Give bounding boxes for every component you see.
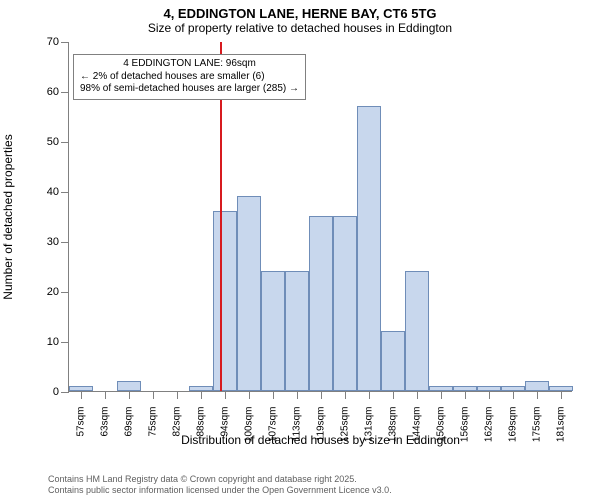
x-tick bbox=[417, 391, 418, 399]
histogram-bar bbox=[381, 331, 404, 391]
x-tick-label: 94sqm bbox=[220, 407, 231, 437]
y-tick-label: 60 bbox=[47, 86, 59, 98]
y-tick-label: 30 bbox=[47, 236, 59, 248]
x-tick-label: 156sqm bbox=[460, 407, 471, 443]
x-tick bbox=[489, 391, 490, 399]
x-tick-label: 169sqm bbox=[508, 407, 519, 443]
x-tick bbox=[273, 391, 274, 399]
x-tick bbox=[81, 391, 82, 399]
x-tick bbox=[129, 391, 130, 399]
x-tick-label: 57sqm bbox=[76, 407, 87, 437]
y-tick bbox=[61, 42, 69, 43]
y-tick bbox=[61, 192, 69, 193]
x-tick-label: 75sqm bbox=[148, 407, 159, 437]
x-tick-label: 125sqm bbox=[340, 407, 351, 443]
x-tick-label: 63sqm bbox=[100, 407, 111, 437]
y-tick-label: 40 bbox=[47, 186, 59, 198]
x-tick-label: 119sqm bbox=[316, 407, 327, 442]
y-tick-label: 10 bbox=[47, 336, 59, 348]
x-tick bbox=[105, 391, 106, 399]
x-tick bbox=[177, 391, 178, 399]
x-tick-label: 181sqm bbox=[556, 407, 567, 443]
x-tick-label: 107sqm bbox=[268, 407, 279, 443]
histogram-bar bbox=[285, 271, 308, 391]
footer-line-2: Contains public sector information licen… bbox=[48, 485, 392, 496]
page-subtitle: Size of property relative to detached ho… bbox=[0, 21, 600, 39]
histogram-bar bbox=[333, 216, 356, 391]
x-tick-label: 162sqm bbox=[484, 407, 495, 443]
annotation-box: 4 EDDINGTON LANE: 96sqm← 2% of detached … bbox=[73, 54, 306, 100]
x-tick bbox=[321, 391, 322, 399]
y-tick bbox=[61, 242, 69, 243]
x-tick-label: 88sqm bbox=[196, 407, 207, 437]
x-tick-label: 138sqm bbox=[388, 407, 399, 443]
x-tick bbox=[465, 391, 466, 399]
histogram-bar bbox=[525, 381, 548, 391]
x-tick-label: 69sqm bbox=[124, 407, 135, 437]
x-tick-label: 144sqm bbox=[412, 407, 423, 443]
plot-area: Distribution of detached houses by size … bbox=[68, 42, 572, 392]
x-tick-label: 82sqm bbox=[172, 407, 183, 437]
x-tick bbox=[249, 391, 250, 399]
y-tick-label: 20 bbox=[47, 286, 59, 298]
x-tick-label: 150sqm bbox=[436, 407, 447, 443]
x-tick bbox=[513, 391, 514, 399]
footer-attribution: Contains HM Land Registry data © Crown c… bbox=[48, 474, 392, 497]
annotation-line: ← 2% of detached houses are smaller (6) bbox=[80, 71, 299, 84]
x-tick-label: 175sqm bbox=[532, 407, 543, 443]
x-tick bbox=[393, 391, 394, 399]
x-tick-label: 113sqm bbox=[292, 407, 303, 442]
x-tick bbox=[561, 391, 562, 399]
annotation-line: 4 EDDINGTON LANE: 96sqm bbox=[80, 58, 299, 71]
annotation-line: 98% of semi-detached houses are larger (… bbox=[80, 83, 299, 96]
x-tick-label: 100sqm bbox=[244, 407, 255, 443]
footer-line-1: Contains HM Land Registry data © Crown c… bbox=[48, 474, 392, 485]
histogram-bar bbox=[237, 196, 260, 391]
y-tick bbox=[61, 292, 69, 293]
y-tick-label: 50 bbox=[47, 136, 59, 148]
histogram-bar bbox=[213, 211, 236, 391]
histogram-bar bbox=[309, 216, 332, 391]
y-tick bbox=[61, 92, 69, 93]
x-tick bbox=[345, 391, 346, 399]
chart-container: Number of detached properties Distributi… bbox=[48, 42, 572, 412]
x-tick bbox=[297, 391, 298, 399]
histogram-bar bbox=[405, 271, 428, 391]
y-tick-label: 70 bbox=[47, 36, 59, 48]
histogram-bar bbox=[261, 271, 284, 391]
y-tick bbox=[61, 142, 69, 143]
y-axis-label: Number of detached properties bbox=[1, 134, 15, 299]
x-tick bbox=[225, 391, 226, 399]
x-tick bbox=[369, 391, 370, 399]
x-tick bbox=[537, 391, 538, 399]
page-title: 4, EDDINGTON LANE, HERNE BAY, CT6 5TG bbox=[0, 0, 600, 21]
y-tick-label: 0 bbox=[53, 386, 59, 398]
x-tick bbox=[441, 391, 442, 399]
x-tick bbox=[201, 391, 202, 399]
x-tick-label: 131sqm bbox=[364, 407, 375, 443]
y-tick bbox=[61, 392, 69, 393]
y-tick bbox=[61, 342, 69, 343]
x-tick bbox=[153, 391, 154, 399]
histogram-bar bbox=[117, 381, 140, 391]
histogram-bar bbox=[357, 106, 380, 391]
